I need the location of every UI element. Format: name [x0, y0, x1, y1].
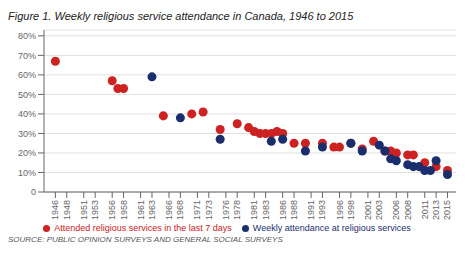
svg-text:1978: 1978 [232, 200, 242, 220]
svg-text:60%: 60% [18, 70, 36, 80]
svg-text:20%: 20% [18, 148, 36, 158]
svg-text:1971: 1971 [192, 200, 202, 220]
svg-text:2013: 2013 [431, 200, 441, 220]
html-text:Attended religious services in: Attended religious services in the last … [54, 223, 232, 233]
svg-text:1976: 1976 [221, 200, 231, 220]
svg-text:1983: 1983 [261, 200, 271, 220]
svg-text:1981: 1981 [249, 200, 259, 220]
svg-text:1958: 1958 [119, 200, 129, 220]
html-text:Weekly attendance at religious: Weekly attendance at religious services [252, 223, 411, 233]
svg-text:30%: 30% [18, 129, 36, 139]
svg-text:1991: 1991 [306, 200, 316, 220]
svg-text:1963: 1963 [147, 200, 157, 220]
svg-text:1973: 1973 [204, 200, 214, 220]
svg-text:50%: 50% [18, 90, 36, 100]
svg-text:1993: 1993 [317, 200, 327, 220]
svg-text:70%: 70% [18, 51, 36, 61]
svg-text:2008: 2008 [403, 200, 413, 220]
svg-text:2003: 2003 [374, 200, 384, 220]
svg-text:1988: 1988 [289, 200, 299, 220]
svg-text:10%: 10% [18, 168, 36, 178]
svg-text:1948: 1948 [62, 200, 72, 220]
svg-text:1968: 1968 [175, 200, 185, 220]
svg-text:1946: 1946 [50, 200, 60, 220]
svg-text:0: 0 [31, 187, 36, 197]
svg-text:2015: 2015 [442, 200, 452, 220]
svg-text:1956: 1956 [107, 200, 117, 220]
svg-text:2011: 2011 [420, 200, 430, 219]
svg-text:2001: 2001 [363, 200, 373, 220]
svg-text:1986: 1986 [278, 200, 288, 220]
svg-text:1961: 1961 [136, 200, 146, 220]
svg-text:1998: 1998 [346, 200, 356, 220]
svg-text:2006: 2006 [391, 200, 401, 220]
html-text:SOURCE: PUBLIC OPINION SURVEYS: SOURCE: PUBLIC OPINION SURVEYS AND GENER… [8, 235, 283, 244]
svg-text:80%: 80% [18, 31, 36, 41]
svg-text:1966: 1966 [164, 200, 174, 220]
svg-text:1951: 1951 [79, 200, 89, 220]
svg-text:1996: 1996 [335, 200, 345, 220]
svg-text:40%: 40% [18, 109, 36, 119]
svg-text:1953: 1953 [90, 200, 100, 220]
html-text:Figure 1. Weekly religious ser: Figure 1. Weekly religious service atten… [8, 10, 354, 22]
